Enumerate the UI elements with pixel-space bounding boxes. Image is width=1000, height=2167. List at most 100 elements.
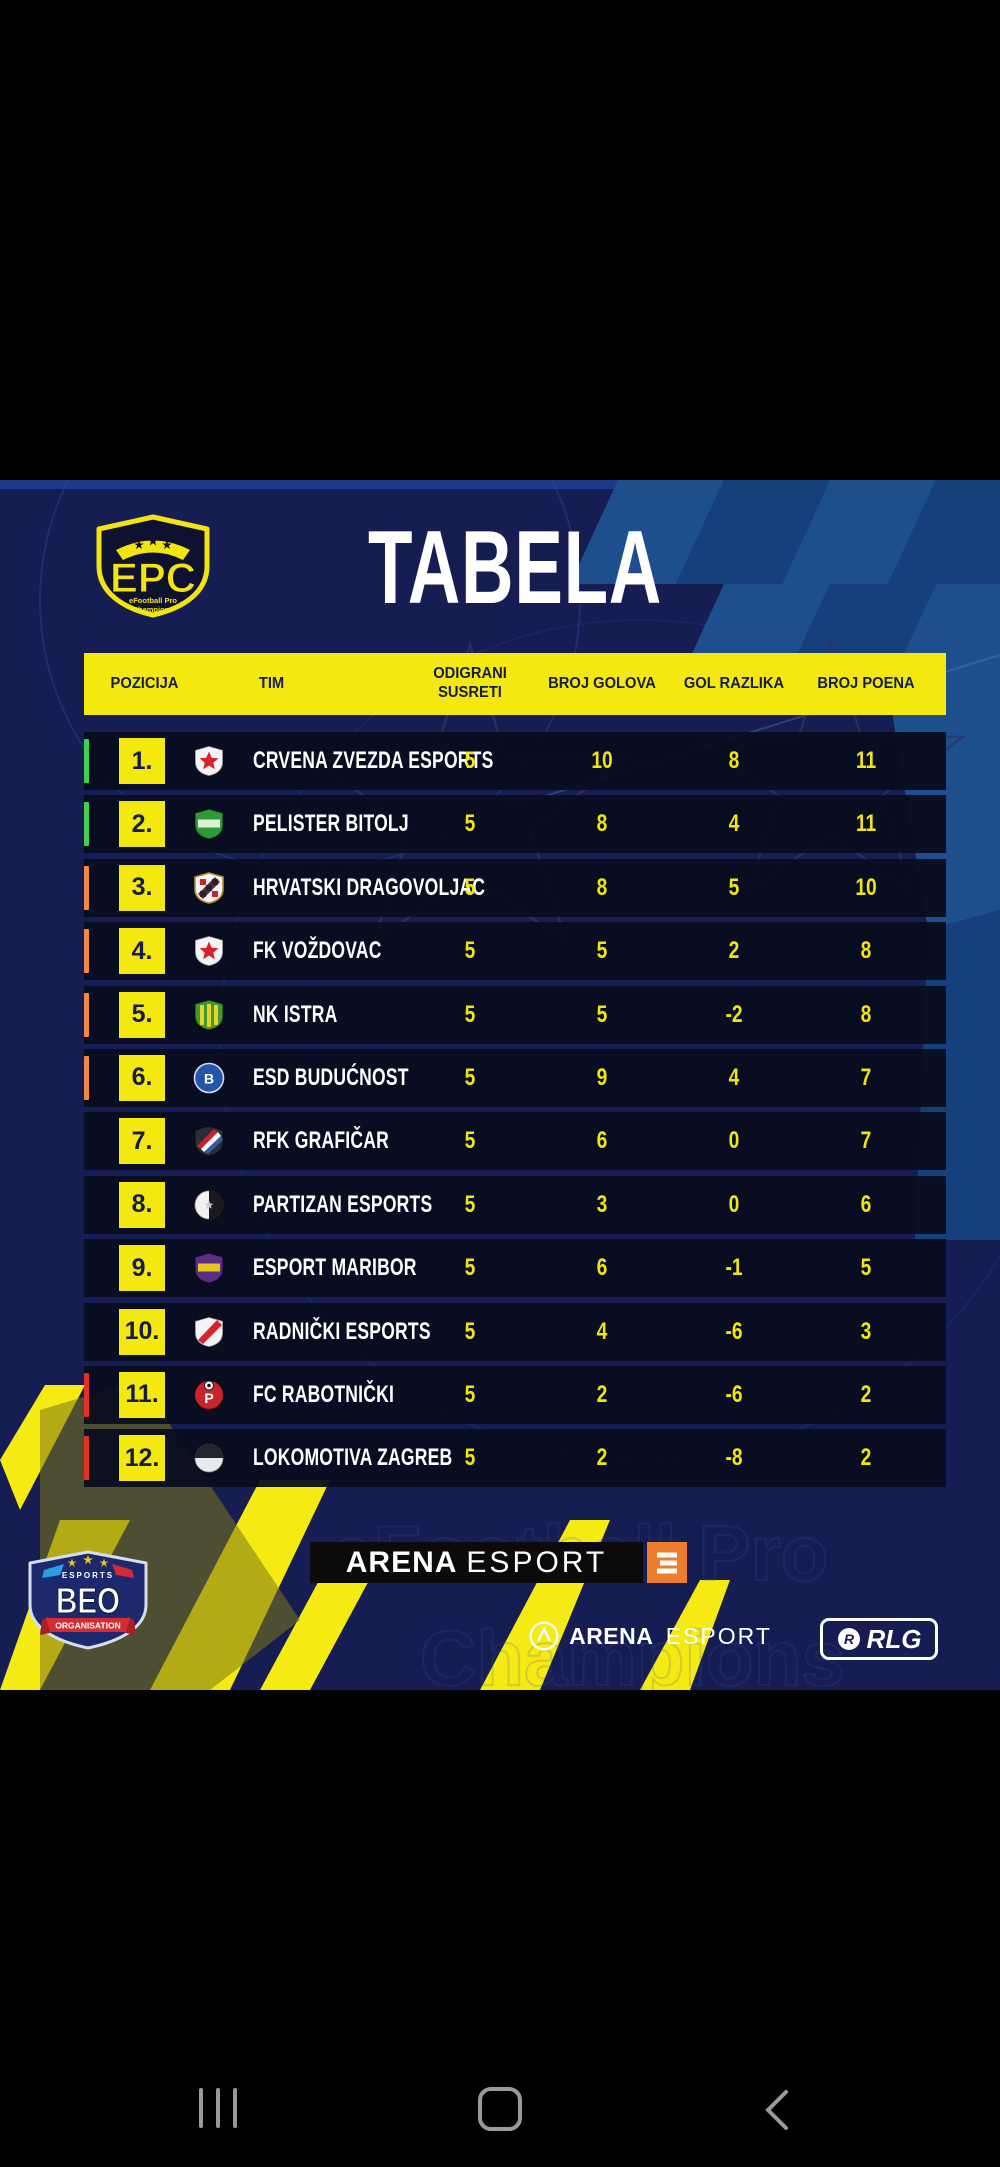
goals-value: 2 [596, 1380, 608, 1408]
matches-played-value: 5 [464, 1254, 476, 1282]
beo-organisation-logo: ESPORTS BEO ORGANISATION [28, 1550, 148, 1650]
epc-subtitle: Champions [133, 605, 174, 614]
team-crest-icon [193, 1315, 225, 1348]
svg-text:P: P [204, 1390, 213, 1406]
arena-esport-badge-icon [647, 1542, 687, 1583]
table-row: 4. FK VOŽDOVAC 5 5 2 8 [84, 922, 946, 981]
beo-banner-text: ORGANISATION [55, 1621, 120, 1631]
team-crest-icon [193, 998, 225, 1031]
position-color-bar [84, 1436, 89, 1481]
matches-played-value: 5 [464, 1444, 476, 1472]
col-header-team: TIM [258, 674, 285, 692]
goal-diff-value: -2 [725, 1000, 743, 1028]
position-color-bar [84, 739, 89, 783]
points-value: 6 [860, 1190, 872, 1218]
position-badge: 12. [119, 1435, 165, 1482]
page-title-text: TABELA [367, 510, 663, 626]
team-crest-icon [193, 1252, 225, 1284]
matches-played-value: 5 [464, 1127, 476, 1155]
team-crest-icon: P [193, 1379, 225, 1411]
team-name: RFK GRAFIČAR [253, 1127, 389, 1155]
position-color-bar [84, 929, 89, 974]
position-badge: 3. [119, 864, 165, 911]
team-name: ESD BUDUĆNOST [253, 1063, 409, 1091]
points-value: 11 [855, 747, 877, 774]
position-badge: 7. [119, 1118, 165, 1165]
team-name: CRVENA ZVEZDA ESPORTS [253, 747, 494, 774]
team-name: RADNIČKI ESPORTS [253, 1317, 431, 1345]
watermark-text: Champions [420, 1614, 845, 1690]
arena-banner-light: ESPORT [466, 1545, 608, 1579]
points-value: 8 [860, 937, 872, 965]
position-badge: 1. [119, 738, 165, 784]
position-badge: 10. [119, 1308, 165, 1355]
table-row: 5. NK ISTRA 5 5 -2 8 [84, 985, 946, 1044]
points-value: 2 [860, 1444, 872, 1472]
goals-value: 9 [596, 1063, 608, 1091]
position-badge: 11. [119, 1371, 165, 1418]
recents-icon[interactable] [199, 2088, 237, 2128]
epc-logo: EPC eFootball Pro Champions [96, 514, 210, 618]
position-badge: 4. [119, 928, 165, 975]
position-badge: 5. [119, 991, 165, 1038]
tournament-table-poster: eFootball Pro Champions EPC eFootball Pr… [0, 480, 1000, 1690]
rlg-text: RLG [866, 1623, 922, 1654]
col-header-points: BROJ POENA [817, 674, 915, 692]
arena-banner-bold: ARENA [345, 1545, 458, 1579]
team-crest-icon [193, 808, 225, 841]
col-header-played: ODIGRANI SUSRETI [433, 665, 507, 701]
matches-played-value: 5 [464, 810, 476, 838]
goal-diff-value: 8 [728, 747, 740, 774]
goals-value: 8 [596, 873, 608, 901]
epc-subtitle: eFootball Pro [129, 596, 177, 605]
goals-value: 3 [596, 1190, 608, 1218]
beo-main-text: BEO [56, 1580, 120, 1621]
goals-value: 6 [596, 1127, 608, 1155]
goal-diff-value: 0 [728, 1190, 740, 1218]
goals-value: 2 [596, 1444, 608, 1472]
goal-diff-value: -1 [725, 1254, 743, 1282]
team-name: LOKOMOTIVA ZAGREB [253, 1444, 453, 1472]
col-header-goals: BROJ GOLOVA [548, 674, 656, 692]
matches-played-value: 5 [464, 1000, 476, 1028]
col-header-position: POZICIJA [110, 674, 179, 692]
points-value: 7 [860, 1127, 872, 1155]
goals-value: 10 [591, 747, 613, 774]
back-icon[interactable] [760, 2087, 796, 2133]
goals-value: 4 [596, 1317, 608, 1345]
team-crest-icon [193, 871, 225, 904]
table-body: 1. CRVENA ZVEZDA ESPORTS 5 10 8 11 2. P E… [84, 732, 946, 1493]
table-row: 6. B ESD BUDUĆNOST 5 9 4 7 [84, 1048, 946, 1107]
position-color-bar [84, 865, 89, 910]
position-color-bar [84, 992, 89, 1037]
points-value: 7 [860, 1063, 872, 1091]
epc-abbr: EPC [110, 554, 196, 601]
goal-diff-value: 2 [728, 937, 740, 965]
table-row: 10. RADNIČKI ESPORTS 5 4 -6 3 [84, 1302, 946, 1361]
position-badge: 6. [119, 1054, 165, 1101]
position-color-bar [84, 802, 89, 847]
points-value: 10 [855, 873, 877, 901]
arena-esport-logo-small: ARENA ESPORT [520, 1616, 780, 1656]
home-icon[interactable] [478, 2087, 522, 2131]
position-badge: 9. [119, 1245, 165, 1292]
points-value: 5 [860, 1254, 872, 1282]
position-badge: 2. [119, 801, 165, 848]
col-header-goal-diff: GOL RAZLIKA [683, 674, 785, 692]
team-crest-icon [193, 1189, 225, 1221]
arena-circle-icon [529, 1621, 559, 1651]
table-row: 11. P FC RABOTNIČKI 5 2 -6 2 [84, 1365, 946, 1424]
goal-diff-value: -6 [725, 1317, 743, 1345]
goal-diff-value: -8 [725, 1444, 743, 1472]
table-row: 3. HRVATSKI DRAGOVOLJAC 5 8 5 10 [84, 858, 946, 917]
team-crest-icon [193, 1442, 225, 1474]
team-name: FK VOŽDOVAC [253, 937, 382, 965]
team-name: FC RABOTNIČKI [253, 1380, 395, 1408]
team-crest-icon [193, 745, 225, 777]
goal-diff-value: 0 [728, 1127, 740, 1155]
position-badge: 8. [119, 1181, 165, 1228]
goals-value: 5 [596, 1000, 608, 1028]
matches-played-value: 5 [464, 1317, 476, 1345]
arena-esport-banner: ARENA ESPORT [310, 1542, 643, 1583]
goal-diff-value: 5 [728, 873, 740, 901]
